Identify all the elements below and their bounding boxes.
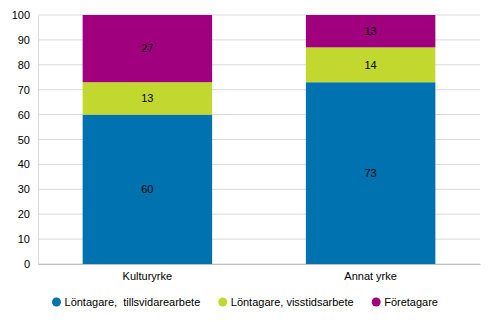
x-tick-label: Annat yrke [344, 270, 397, 282]
y-tick: 60 [18, 109, 38, 121]
y-tick: 10 [18, 233, 38, 245]
bar-segment [83, 115, 212, 264]
y-tick: 40 [18, 158, 38, 170]
legend-item: Företagare [372, 296, 438, 308]
y-tick: 50 [18, 134, 38, 146]
y-tick-label: 80 [18, 59, 30, 71]
y-tick-label: 40 [18, 158, 30, 170]
legend-swatch [218, 298, 227, 307]
legend-item: Löntagare, tillsvidarearbete [52, 296, 200, 308]
y-tick-label: 30 [18, 183, 30, 195]
bar-segment [306, 82, 435, 264]
y-tick: 30 [18, 183, 38, 195]
bars [83, 15, 436, 264]
data-label: 27 [141, 42, 153, 54]
x-tick-label: Kulturyrke [123, 270, 173, 282]
plot: 0 10 20 30 40 50 60 70 80 90 100 Kulturyrke Annat yr… [12, 9, 481, 282]
bar-segment [306, 15, 435, 47]
y-tick-label: 20 [18, 208, 30, 220]
y-axis: 0 10 20 30 40 50 60 70 80 90 100 [12, 9, 39, 270]
y-tick-label: 70 [18, 84, 30, 96]
bar-segment [83, 82, 212, 114]
bar-segment [306, 47, 435, 82]
x-tick: Annat yrke [344, 264, 397, 282]
x-axis: Kulturyrke Annat yrke [39, 264, 481, 282]
y-tick-label: 10 [18, 233, 30, 245]
data-label: 13 [364, 25, 376, 37]
y-tick: 100 [12, 9, 38, 21]
data-label: 13 [141, 92, 153, 104]
legend-swatch [52, 298, 61, 307]
grid [38, 15, 480, 264]
y-tick: 80 [18, 59, 38, 71]
data-labels: 60 73 13 14 27 13 [141, 25, 376, 195]
x-axis-line [39, 264, 481, 265]
legend-label: Löntagare, visstidsarbete [231, 296, 354, 308]
legend-item: Löntagare, visstidsarbete [218, 296, 353, 308]
y-tick: 20 [18, 208, 38, 220]
y-tick-label: 50 [18, 134, 30, 146]
data-label: 73 [364, 167, 376, 179]
bar-segment [83, 15, 212, 82]
y-tick: 0 [24, 258, 38, 270]
data-label: 14 [364, 59, 376, 71]
data-label: 60 [141, 183, 153, 195]
legend-label: Företagare [384, 296, 438, 308]
y-tick-label: 0 [24, 258, 30, 270]
y-tick-label: 90 [18, 34, 30, 46]
x-tick: Kulturyrke [123, 264, 173, 282]
y-tick: 90 [18, 34, 38, 46]
legend-swatch [372, 298, 381, 307]
y-tick-label: 100 [12, 9, 30, 21]
y-tick-label: 60 [18, 109, 30, 121]
legend-label: Löntagare, tillsvidarearbete [65, 296, 201, 308]
y-axis-line [38, 16, 39, 265]
legend: Löntagare, tillsvidarearbete Löntagare, v… [52, 296, 438, 308]
y-tick: 70 [18, 84, 38, 96]
chart: 0 10 20 30 40 50 60 70 80 90 100 Kulturyrke Annat yr… [0, 0, 491, 322]
